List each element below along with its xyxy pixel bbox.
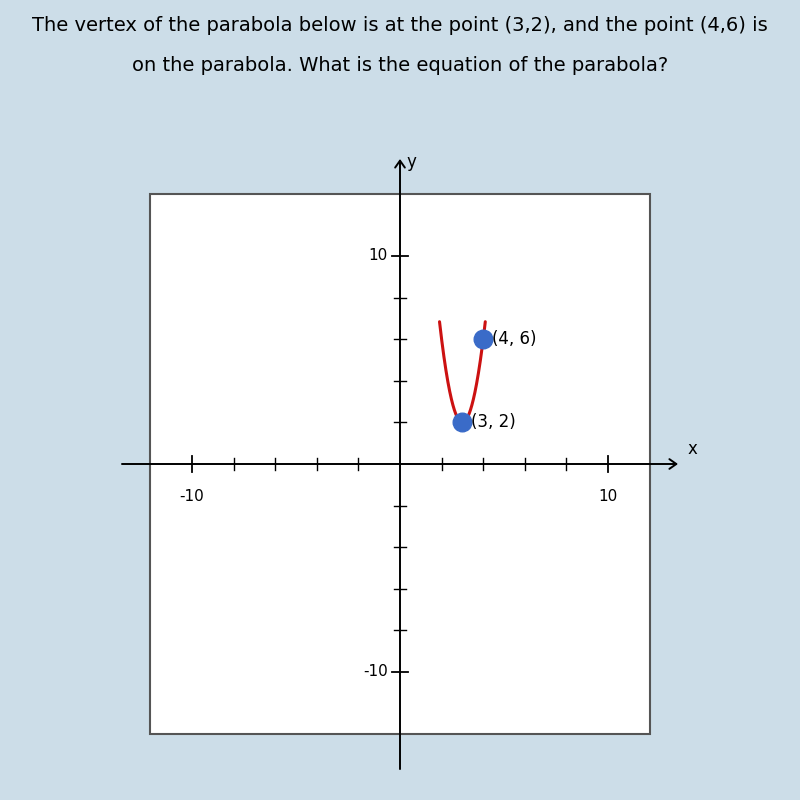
Text: (3, 2): (3, 2) (470, 414, 515, 431)
Bar (150, 194, 650, 734)
Text: 10: 10 (368, 249, 387, 263)
Text: y: y (406, 154, 416, 171)
Text: -10: -10 (362, 665, 387, 679)
Text: x: x (687, 440, 697, 458)
Text: (4, 6): (4, 6) (491, 330, 536, 348)
Text: The vertex of the parabola below is at the point (3,2), and the point (4,6) is: The vertex of the parabola below is at t… (32, 16, 768, 35)
Point (477, 333, 490, 346)
Text: -10: -10 (180, 489, 204, 504)
Text: 10: 10 (598, 489, 618, 504)
Text: on the parabola. What is the equation of the parabola?: on the parabola. What is the equation of… (132, 56, 668, 75)
Point (456, 416, 469, 429)
